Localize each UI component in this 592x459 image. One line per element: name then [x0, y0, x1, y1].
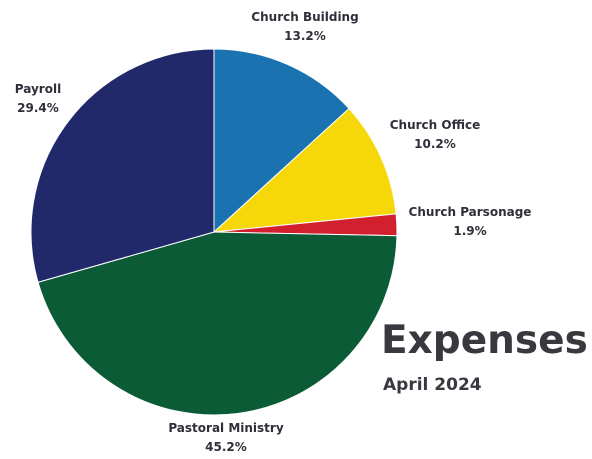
slice-value-pastoral-ministry: 45.2% — [205, 440, 247, 454]
slice-label-church-office: Church Office — [390, 118, 480, 132]
chart-subtitle: April 2024 — [383, 375, 482, 395]
slice-label-church-parsonage: Church Parsonage — [409, 205, 532, 219]
pie-slices — [30, 48, 398, 416]
pie-slice-pastoral-ministry — [37, 231, 398, 416]
pie-slice-church-office — [212, 107, 397, 233]
slice-label-pastoral-ministry: Pastoral Ministry — [168, 421, 284, 435]
chart-title: Expenses — [381, 318, 588, 363]
slice-label-payroll: Payroll — [15, 82, 61, 96]
slice-value-church-parsonage: 1.9% — [453, 224, 486, 238]
slice-labels: Church Building 13.2% Church Office 10.2% Ch… — [15, 10, 532, 454]
slice-value-church-office: 10.2% — [414, 137, 456, 151]
pie-slice-church-building — [213, 48, 350, 234]
pie-slice-payroll — [30, 48, 215, 283]
slice-label-church-building: Church Building — [251, 10, 358, 24]
slice-value-church-building: 13.2% — [284, 29, 326, 43]
slice-value-payroll: 29.4% — [17, 101, 59, 115]
